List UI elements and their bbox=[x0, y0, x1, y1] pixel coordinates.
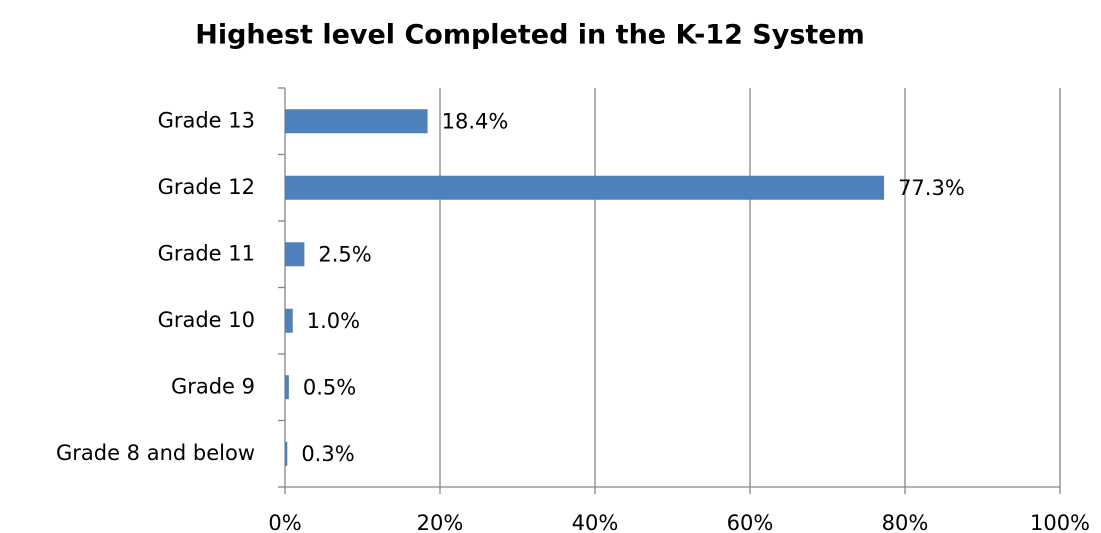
bar bbox=[285, 441, 288, 466]
x-tick-label: 0% bbox=[268, 511, 301, 533]
y-tick-label: Grade 11 bbox=[158, 241, 255, 265]
data-label: 0.5% bbox=[303, 375, 356, 399]
bar bbox=[285, 308, 293, 333]
y-tick-label: Grade 12 bbox=[158, 175, 255, 199]
chart-title: Highest level Completed in the K-12 Syst… bbox=[195, 20, 865, 51]
data-label: 18.4% bbox=[442, 109, 509, 133]
bar bbox=[285, 375, 289, 400]
data-label: 1.0% bbox=[307, 309, 360, 333]
bar bbox=[285, 109, 428, 134]
bar bbox=[285, 175, 885, 200]
x-tick-label: 100% bbox=[1030, 511, 1090, 533]
x-tick-label: 80% bbox=[882, 511, 929, 533]
x-tick-label: 60% bbox=[727, 511, 774, 533]
data-label: 2.5% bbox=[318, 242, 371, 266]
y-tick-label: Grade 13 bbox=[158, 108, 255, 132]
x-tick-label: 40% bbox=[572, 511, 619, 533]
data-label: 0.3% bbox=[301, 442, 354, 466]
y-tick-label: Grade 9 bbox=[171, 374, 255, 398]
x-tick-label: 20% bbox=[417, 511, 464, 533]
y-tick-label: Grade 8 and below bbox=[56, 441, 255, 465]
data-label: 77.3% bbox=[898, 176, 965, 200]
y-tick-label: Grade 10 bbox=[158, 308, 255, 332]
bar bbox=[285, 242, 305, 267]
